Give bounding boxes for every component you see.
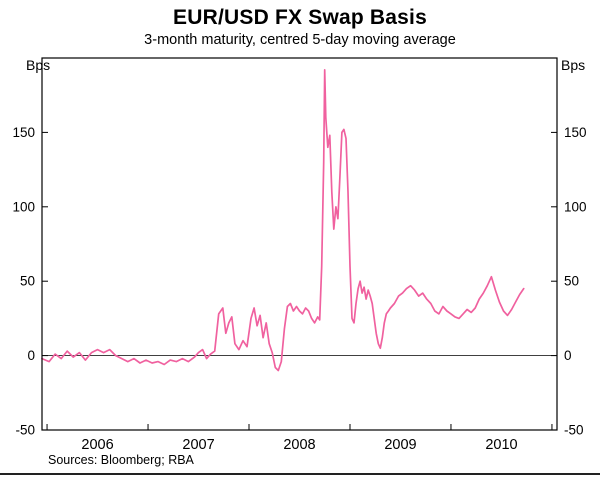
- y-tick-label-right: 50: [564, 274, 579, 289]
- y-tick-label-left: 100: [12, 199, 35, 214]
- y-tick-label-left: -50: [15, 423, 35, 438]
- y-axis-unit-left: Bps: [26, 57, 51, 73]
- y-tick-label-right: 100: [564, 199, 587, 214]
- plot-border: [41, 57, 558, 431]
- x-tick-label: 2006: [81, 437, 113, 453]
- y-tick-label-right: 150: [564, 125, 587, 140]
- series-line: [41, 69, 525, 372]
- chart-subtitle: 3-month maturity, centred 5-day moving a…: [144, 32, 456, 48]
- y-tick-label-right: 0: [564, 348, 572, 363]
- x-tick-label: 2010: [485, 437, 517, 453]
- x-tick-label: 2008: [283, 437, 315, 453]
- x-tick-label: 2007: [182, 437, 214, 453]
- y-tick-label-left: 50: [20, 274, 35, 289]
- bottom-rule: [0, 473, 600, 475]
- chart-title: EUR/USD FX Swap Basis: [173, 6, 427, 29]
- sources-note: Sources: Bloomberg; RBA: [48, 453, 194, 467]
- x-tick-label: 2009: [384, 437, 416, 453]
- y-tick-label-left: 0: [27, 348, 35, 363]
- y-tick-label-left: 150: [12, 125, 35, 140]
- y-axis-unit-right: Bps: [561, 57, 586, 73]
- y-tick-label-right: -50: [564, 423, 584, 438]
